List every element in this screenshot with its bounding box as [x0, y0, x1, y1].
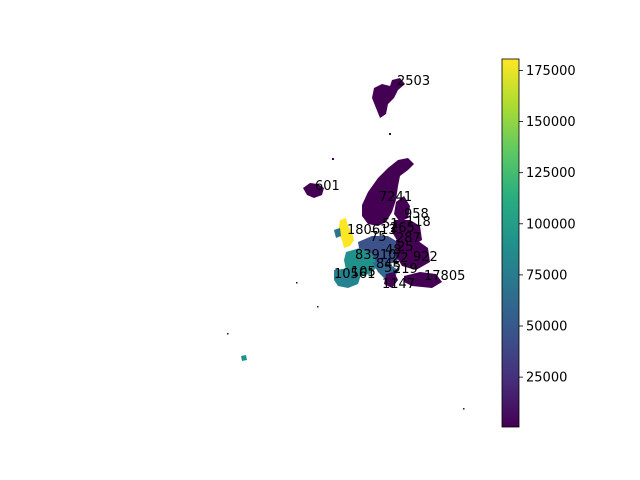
value-label-baltic: 118	[406, 215, 431, 230]
colorbar-tick-label: 150000	[526, 115, 576, 130]
value-label-norway-sweden: 7241	[379, 190, 412, 205]
value-label-portugal: 105	[351, 265, 376, 280]
region-ireland	[334, 228, 341, 238]
value-label-poland: 265	[390, 221, 415, 236]
region-finland	[394, 196, 410, 222]
value-label-austria: 48	[385, 243, 402, 258]
value-label-switzerland: 84	[376, 257, 393, 272]
colorbar-tick-label: 100000	[526, 217, 576, 232]
region-speck	[296, 282, 298, 284]
region-scandinavia	[362, 158, 414, 226]
value-label-svalbard: 2503	[397, 74, 430, 89]
region-greece	[384, 272, 398, 288]
value-label-turkey: 17805	[424, 269, 465, 284]
value-label-greece: 1147	[382, 277, 415, 292]
region-canary	[241, 355, 247, 361]
value-label-denmark: 51	[382, 217, 399, 232]
region-speck	[227, 333, 229, 335]
colorbar-tick-label: 125000	[526, 166, 576, 181]
colorbar: 25000 50000 75000 100000 125000 150000 175000	[501, 58, 576, 428]
region-speck	[317, 306, 319, 308]
value-label-iceland: 601	[315, 179, 340, 194]
region-uk	[338, 218, 354, 248]
colorbar-ticks: 25000 50000 75000 100000 125000 150000 175000	[519, 64, 576, 386]
colorbar-tick-label: 75000	[526, 268, 567, 283]
value-labels: 2503 601 7241 958 118 180613 51 265 287 …	[315, 74, 465, 292]
value-label-france: 83910	[355, 248, 396, 263]
region-east-europe	[396, 238, 430, 270]
map-regions	[227, 78, 465, 410]
value-label-italy: 55	[384, 261, 401, 276]
colorbar-gradient	[501, 58, 520, 428]
region-bear-island	[389, 133, 391, 135]
value-label-germany: 75	[370, 230, 387, 245]
value-label-romania: 922	[413, 250, 438, 265]
region-faroe	[332, 158, 334, 160]
region-speck	[463, 408, 465, 410]
value-label-hungary: 22	[392, 251, 409, 266]
value-label-czech: 25	[397, 240, 414, 255]
value-label-benelux: 287	[396, 231, 421, 246]
region-svalbard	[372, 78, 405, 118]
value-label-finland: 958	[404, 207, 429, 222]
region-turkey	[404, 272, 442, 288]
colorbar-tick-label: 50000	[526, 320, 567, 335]
value-label-balkans: 219	[393, 262, 418, 277]
region-iberia	[334, 268, 362, 288]
value-label-spain: 10561	[334, 267, 375, 282]
colorbar-tick-label: 175000	[526, 64, 576, 79]
region-iceland	[303, 183, 324, 198]
colorbar-tick-label: 25000	[526, 371, 567, 386]
value-label-uk: 180613	[347, 223, 397, 238]
